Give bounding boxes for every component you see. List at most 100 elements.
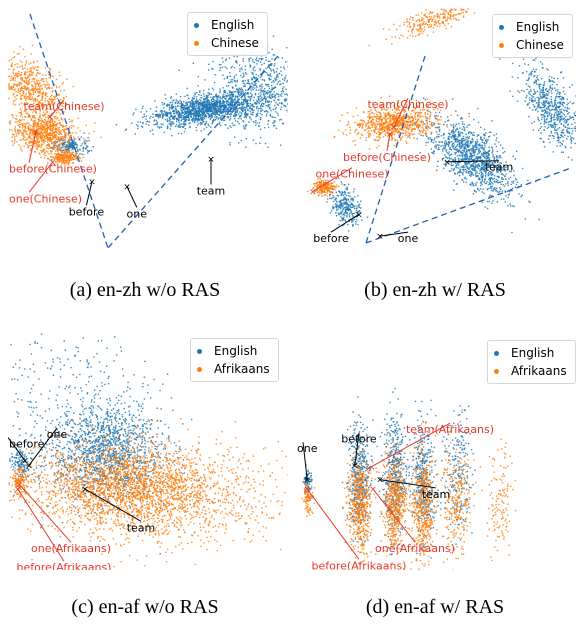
data-point xyxy=(175,108,177,110)
data-point xyxy=(269,67,271,69)
data-point xyxy=(246,107,248,109)
data-point xyxy=(60,139,62,141)
data-point xyxy=(189,111,192,113)
data-point xyxy=(53,125,55,127)
data-point xyxy=(32,131,34,134)
data-point xyxy=(278,99,280,101)
data-point xyxy=(178,124,180,126)
data-point xyxy=(164,114,166,116)
data-point xyxy=(158,113,160,116)
data-point xyxy=(571,116,573,118)
data-point xyxy=(69,154,71,156)
data-point xyxy=(459,135,462,137)
data-point xyxy=(71,151,73,153)
data-point xyxy=(193,103,195,106)
data-point xyxy=(481,153,483,155)
data-point xyxy=(456,155,459,157)
data-point xyxy=(44,84,47,86)
data-point xyxy=(567,119,569,121)
data-point xyxy=(221,111,223,113)
data-point xyxy=(166,104,169,106)
data-point xyxy=(38,102,41,104)
data-point xyxy=(179,126,181,128)
data-point xyxy=(284,98,287,100)
data-point xyxy=(485,141,488,143)
data-point xyxy=(452,142,454,144)
data-point xyxy=(45,91,47,94)
data-point xyxy=(48,120,50,123)
data-point xyxy=(242,60,244,62)
data-point xyxy=(61,146,64,149)
data-point xyxy=(251,109,253,111)
data-point xyxy=(28,123,31,126)
data-point xyxy=(481,176,484,178)
data-point xyxy=(26,103,28,105)
data-point xyxy=(32,120,34,122)
data-point xyxy=(49,114,52,117)
data-point xyxy=(431,139,433,141)
data-point xyxy=(58,93,60,96)
data-point xyxy=(270,101,272,103)
data-point xyxy=(470,148,472,150)
data-point xyxy=(230,101,232,104)
data-point xyxy=(190,116,193,118)
data-point xyxy=(262,103,265,105)
data-point xyxy=(56,163,59,165)
data-point xyxy=(251,113,253,116)
data-point xyxy=(456,163,458,165)
data-point xyxy=(195,129,198,132)
data-point xyxy=(229,96,232,99)
data-point xyxy=(145,115,147,117)
data-point xyxy=(453,131,455,133)
data-point xyxy=(196,110,198,113)
data-point xyxy=(465,148,467,150)
data-point xyxy=(481,171,483,174)
data-point xyxy=(491,171,493,174)
data-point xyxy=(474,183,477,185)
data-point xyxy=(221,108,223,111)
data-point xyxy=(236,55,238,58)
data-point xyxy=(524,100,526,102)
data-point xyxy=(59,141,61,143)
data-point xyxy=(43,153,45,156)
data-point xyxy=(455,129,457,131)
data-point xyxy=(53,83,55,86)
data-point xyxy=(490,131,492,133)
data-point xyxy=(481,178,483,180)
data-point xyxy=(54,142,57,145)
data-point xyxy=(50,108,52,110)
data-point xyxy=(8,88,10,90)
data-point xyxy=(40,138,42,140)
data-point xyxy=(15,74,18,77)
data-point xyxy=(474,159,476,161)
data-point xyxy=(20,86,23,88)
data-point xyxy=(169,102,171,104)
data-point xyxy=(462,152,464,154)
data-point xyxy=(496,180,498,183)
data-point xyxy=(263,95,266,97)
data-point xyxy=(559,98,561,100)
data-point xyxy=(264,110,267,113)
data-point xyxy=(237,109,239,111)
data-point xyxy=(472,193,475,195)
data-point xyxy=(464,147,466,149)
data-point xyxy=(173,116,175,118)
data-point xyxy=(180,108,182,110)
data-point xyxy=(562,98,564,100)
data-point xyxy=(25,123,27,126)
data-point xyxy=(177,125,179,128)
data-point xyxy=(37,124,40,126)
data-point xyxy=(502,178,504,180)
data-point xyxy=(66,162,68,164)
data-point xyxy=(178,114,180,117)
data-point xyxy=(243,95,246,97)
data-point xyxy=(54,98,56,101)
data-point xyxy=(45,150,47,152)
data-point xyxy=(30,69,32,71)
data-point xyxy=(190,109,192,112)
data-point xyxy=(165,104,168,106)
data-point xyxy=(272,54,274,56)
data-point xyxy=(52,156,55,158)
data-point xyxy=(90,149,93,152)
data-point xyxy=(83,141,85,143)
